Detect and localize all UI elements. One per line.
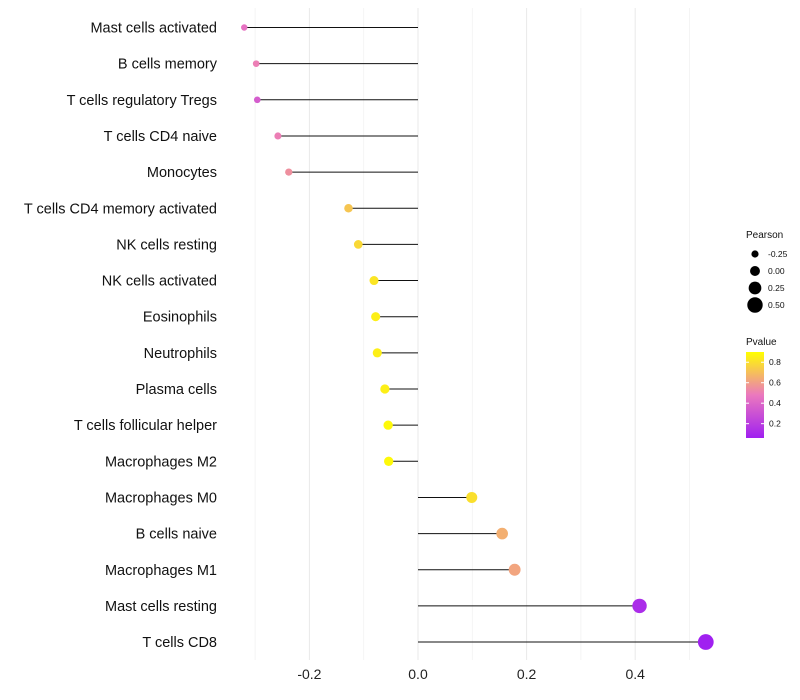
size-legend-title: Pearson — [746, 230, 783, 241]
category-label: T cells CD8 — [142, 635, 217, 651]
category-label: Macrophages M2 — [105, 454, 217, 470]
lollipop-point — [241, 24, 248, 31]
category-label: Mast cells resting — [105, 599, 217, 615]
category-label: Eosinophils — [143, 310, 217, 326]
lollipop-point — [372, 348, 382, 358]
x-tick-label: 0.0 — [408, 666, 428, 682]
size-legend-key — [750, 266, 760, 276]
category-label: T cells regulatory Tregs — [67, 93, 217, 109]
lollipop-point — [466, 491, 478, 503]
category-labels: Mast cells activated B cells memory T cell… — [24, 21, 218, 652]
lollipop-point — [380, 384, 390, 394]
lollipop-point — [632, 598, 647, 614]
size-legend-label: -0.25 — [768, 249, 788, 259]
category-label: Plasma cells — [136, 382, 217, 398]
size-legend: Pearson -0.25 0.00 0.25 0.50 — [746, 230, 788, 313]
color-legend-label: 0.4 — [769, 398, 781, 408]
color-bar — [746, 352, 764, 438]
category-label: Monocytes — [147, 165, 217, 181]
color-legend-label: 0.8 — [769, 357, 781, 367]
color-legend: Pvalue 0.8 0.6 0.4 0.2 — [746, 337, 781, 438]
grid-lines — [254, 8, 690, 660]
color-legend-label: 0.2 — [769, 419, 781, 429]
category-label: Macrophages M1 — [105, 563, 217, 579]
lollipop-point — [274, 132, 282, 140]
x-tick-label: 0.4 — [625, 666, 645, 682]
category-label: Neutrophils — [144, 346, 217, 362]
lollipop-point — [697, 634, 714, 650]
x-tick-label: -0.2 — [297, 666, 321, 682]
size-legend-label: 0.50 — [768, 300, 785, 310]
lollipop-point — [508, 563, 521, 576]
color-legend-label: 0.6 — [769, 378, 781, 388]
lollipop-point — [253, 96, 261, 104]
category-label: T cells CD4 memory activated — [24, 201, 217, 217]
color-legend-title: Pvalue — [746, 337, 777, 348]
lollipop-point — [384, 456, 394, 466]
category-label: B cells naive — [136, 527, 217, 543]
category-label: NK cells resting — [116, 237, 217, 253]
lollipop-point — [369, 276, 379, 286]
x-tick-label: 0.2 — [517, 666, 537, 682]
lollipop-point — [371, 312, 381, 322]
category-label: T cells CD4 naive — [104, 129, 217, 145]
size-legend-label: 0.25 — [768, 283, 785, 293]
size-legend-key — [751, 250, 759, 258]
size-legend-key — [747, 297, 763, 313]
size-legend-label: 0.00 — [768, 266, 785, 276]
category-label: Mast cells activated — [90, 21, 217, 37]
lollipop-point — [383, 420, 393, 430]
lollipop-point — [285, 168, 293, 176]
category-label: NK cells activated — [102, 274, 217, 290]
lollipop-points — [241, 24, 714, 650]
lollipop-point — [344, 203, 353, 213]
size-legend-key — [748, 281, 762, 295]
category-label: Macrophages M0 — [105, 490, 217, 506]
lollipop-point — [252, 60, 260, 67]
category-label: B cells memory — [118, 57, 218, 73]
lollipop-stems — [244, 27, 706, 643]
lollipop-point — [353, 240, 363, 249]
x-axis-ticks: -0.2 0.0 0.2 0.4 — [297, 666, 645, 682]
category-label: T cells follicular helper — [74, 418, 217, 434]
lollipop-point — [496, 527, 508, 540]
